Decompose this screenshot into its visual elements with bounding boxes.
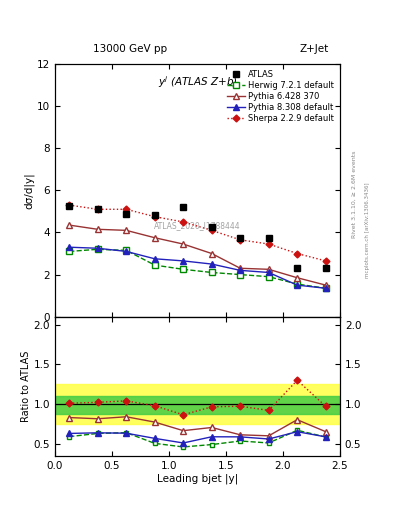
Y-axis label: Ratio to ATLAS: Ratio to ATLAS xyxy=(21,351,31,422)
Bar xyxy=(55,384,340,424)
Text: 13000 GeV pp: 13000 GeV pp xyxy=(93,44,167,54)
Legend: ATLAS, Herwig 7.2.1 default, Pythia 6.428 370, Pythia 8.308 default, Sherpa 2.2.: ATLAS, Herwig 7.2.1 default, Pythia 6.42… xyxy=(225,68,336,125)
Bar xyxy=(55,396,340,414)
Text: y$^{j}$ (ATLAS Z+b): y$^{j}$ (ATLAS Z+b) xyxy=(158,74,237,90)
Text: Rivet 3.1.10, ≥ 2.6M events: Rivet 3.1.10, ≥ 2.6M events xyxy=(352,151,357,238)
Y-axis label: dσ/d|y|: dσ/d|y| xyxy=(24,172,34,209)
Text: mcplots.cern.ch [arXiv:1306.3436]: mcplots.cern.ch [arXiv:1306.3436] xyxy=(365,183,370,278)
X-axis label: Leading bjet |y|: Leading bjet |y| xyxy=(157,473,238,484)
Text: ATLAS_2020_I1788444: ATLAS_2020_I1788444 xyxy=(154,221,241,230)
Text: Z+Jet: Z+Jet xyxy=(300,44,329,54)
